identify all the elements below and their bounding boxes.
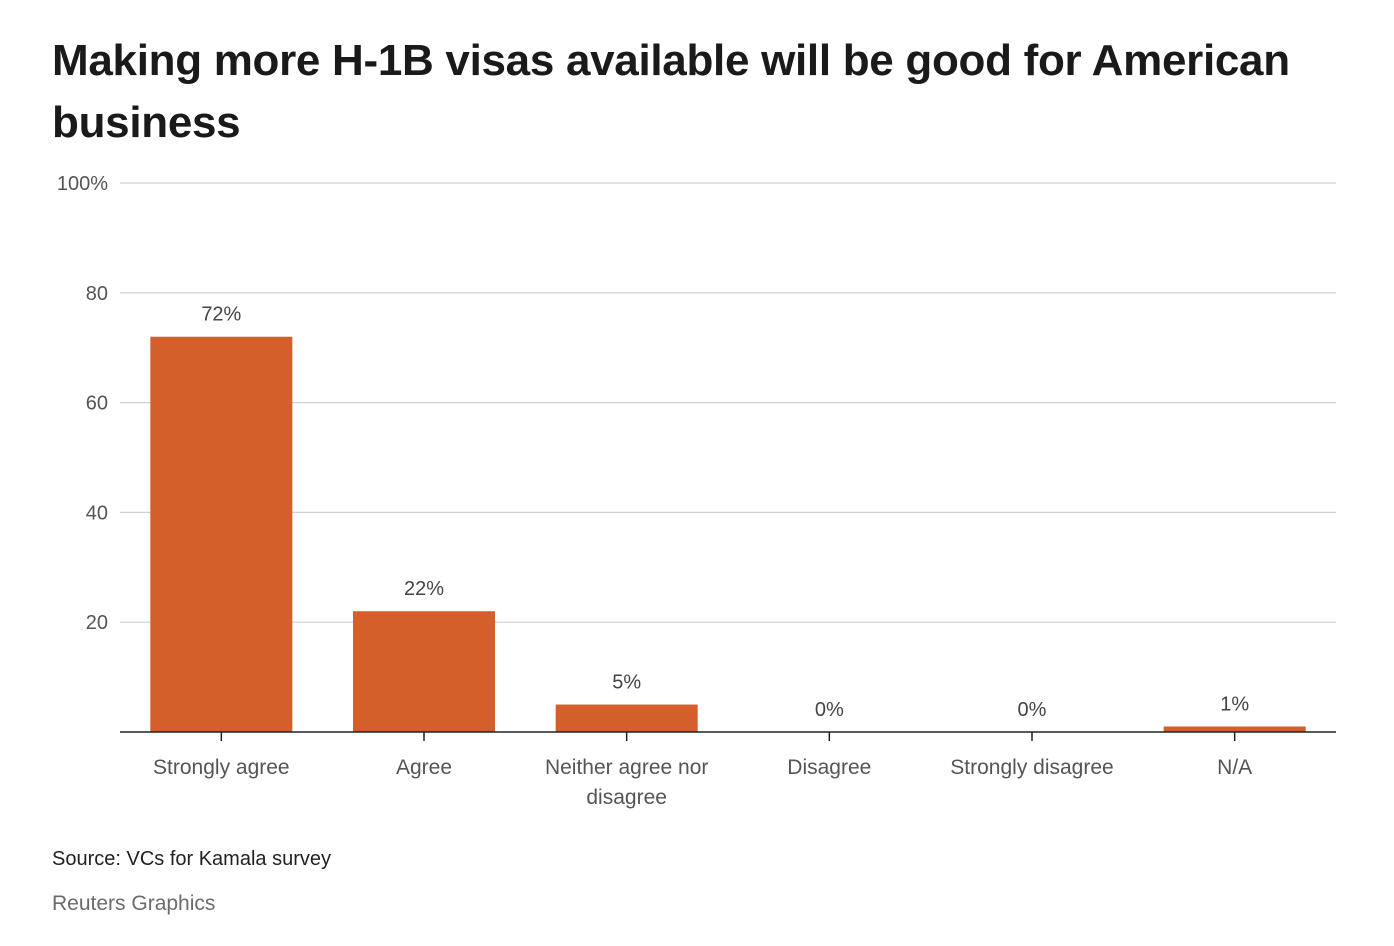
- value-label: 0%: [815, 699, 844, 721]
- bar: [555, 704, 698, 732]
- bar: [353, 611, 495, 732]
- y-tick-label: 40: [86, 502, 108, 524]
- value-label: 1%: [1220, 694, 1249, 716]
- bars: [150, 336, 1306, 732]
- gridlines: [120, 182, 1336, 623]
- x-category-label: Strongly disagree: [950, 756, 1113, 779]
- value-label: 22%: [404, 578, 444, 600]
- value-labels: 72% 22% 5% 0% 0% 1%: [201, 304, 1249, 721]
- x-axis-category-labels: Strongly agree Agree Neither agree nor disa…: [153, 756, 1252, 809]
- x-category-label: Agree: [396, 756, 452, 779]
- value-label: 0%: [1018, 699, 1047, 721]
- y-axis-tick-labels: 20 40 60 80 100%: [57, 173, 108, 634]
- bar: [1163, 726, 1306, 732]
- x-category-label: disagree: [586, 786, 667, 809]
- source-note: Source: VCs for Kamala survey: [52, 848, 331, 870]
- x-category-label: Neither agree nor: [545, 756, 708, 779]
- y-tick-label: 60: [86, 393, 108, 415]
- credit-line: Reuters Graphics: [52, 892, 216, 915]
- x-category-label: Strongly agree: [153, 756, 290, 779]
- y-tick-label: 20: [86, 612, 108, 634]
- y-tick-label: 100%: [57, 173, 108, 195]
- value-label: 5%: [612, 672, 641, 694]
- bar: [150, 336, 293, 732]
- x-category-label: Disagree: [787, 756, 871, 779]
- x-axis-ticks: [220, 732, 1236, 741]
- chart-title: Making more H-1B visas available will be…: [52, 36, 1290, 147]
- x-category-label: N/A: [1217, 756, 1252, 779]
- value-label: 72%: [201, 304, 241, 326]
- y-tick-label: 80: [86, 283, 108, 305]
